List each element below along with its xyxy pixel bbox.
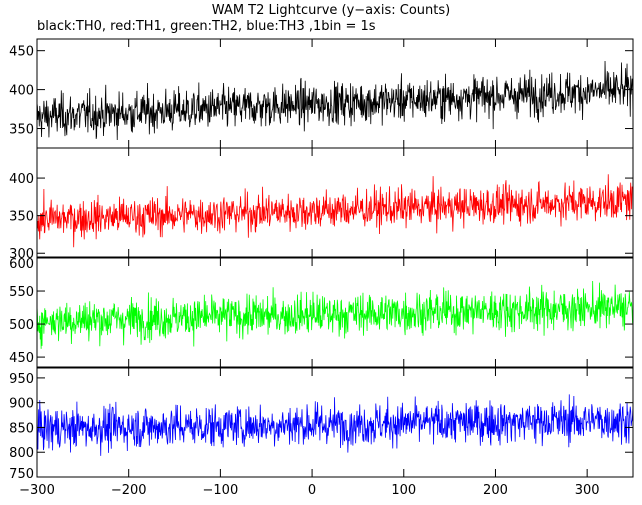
panel-th3: 750 800 850 900 950 bbox=[9, 367, 634, 482]
x-tick-label: 0 bbox=[308, 483, 316, 498]
x-tick-label: 200 bbox=[483, 483, 508, 498]
x-tick-label: −100 bbox=[203, 483, 239, 498]
x-tick-label: 300 bbox=[575, 483, 600, 498]
y-tick-label: 550 bbox=[9, 285, 34, 300]
panels-group: 350 400 450 300 350 400 450 500 550 600 750 800 850 9… bbox=[9, 38, 634, 482]
y-tick-label: 600 bbox=[9, 257, 34, 272]
y-tick-label: 800 bbox=[9, 446, 34, 461]
y-tick-label: 850 bbox=[9, 421, 34, 436]
y-tick-label: 300 bbox=[9, 247, 34, 262]
y-tick-label: 750 bbox=[9, 467, 34, 482]
y-tick-label: 400 bbox=[9, 84, 34, 99]
x-tick-label: −200 bbox=[111, 483, 147, 498]
x-tick-label: −300 bbox=[19, 483, 55, 498]
series-line-th1 bbox=[37, 174, 633, 248]
y-tick-label: 350 bbox=[9, 123, 34, 138]
y-tick-label: 900 bbox=[9, 397, 34, 412]
series-line-th2 bbox=[37, 280, 633, 349]
panel-frame bbox=[36, 367, 634, 478]
panel-th1: 300 350 400 bbox=[9, 147, 634, 262]
y-tick-label: 350 bbox=[9, 210, 34, 225]
x-tick-label: 100 bbox=[391, 483, 416, 498]
y-tick-label: 950 bbox=[9, 372, 34, 387]
panel-th2: 450 500 550 600 bbox=[9, 257, 634, 368]
panel-th0: 350 400 450 bbox=[9, 38, 634, 149]
y-tick-label: 500 bbox=[9, 318, 34, 333]
series-line-th3 bbox=[37, 394, 633, 456]
y-tick-label: 450 bbox=[9, 351, 34, 366]
panel-frame bbox=[36, 257, 634, 368]
chart-subtitle: black:TH0, red:TH1, green:TH2, blue:TH3 … bbox=[37, 19, 376, 34]
series-line-th0 bbox=[37, 60, 633, 140]
y-tick-label: 400 bbox=[9, 172, 34, 187]
x-axis: −300 −200 −100 0 100 200 300 bbox=[19, 483, 599, 498]
panel-frame bbox=[36, 147, 634, 258]
y-tick-label: 450 bbox=[9, 45, 34, 60]
chart-title: WAM T2 Lightcurve (y−axis: Counts) bbox=[212, 3, 450, 18]
